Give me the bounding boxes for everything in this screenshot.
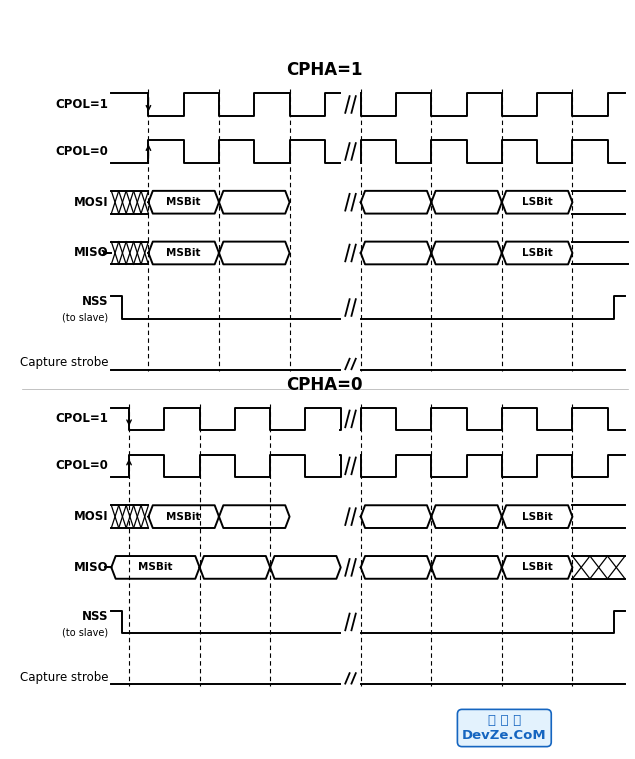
Text: CPOL=1: CPOL=1 — [55, 412, 108, 425]
Text: MOSI: MOSI — [74, 196, 108, 209]
Text: LSBit: LSBit — [522, 197, 552, 207]
Text: Capture strobe: Capture strobe — [20, 356, 108, 370]
Text: CPOL=1: CPOL=1 — [55, 98, 108, 111]
Text: LSBit: LSBit — [522, 562, 552, 572]
Text: (to slave): (to slave) — [62, 627, 108, 637]
Text: CPHA=0: CPHA=0 — [286, 376, 363, 394]
Text: CPOL=0: CPOL=0 — [55, 145, 108, 158]
Text: NSS: NSS — [82, 295, 108, 308]
Text: NSS: NSS — [82, 609, 108, 622]
Text: CPHA=1: CPHA=1 — [286, 61, 363, 80]
Text: LSBit: LSBit — [522, 512, 552, 521]
Text: MSBit: MSBit — [166, 197, 201, 207]
Text: CPOL=0: CPOL=0 — [55, 459, 108, 472]
Text: LSBit: LSBit — [522, 248, 552, 258]
Text: 开 发 者
DevZe.CoM: 开 发 者 DevZe.CoM — [462, 714, 547, 742]
Text: MSBit: MSBit — [166, 512, 201, 521]
Text: MSBit: MSBit — [166, 248, 201, 258]
Text: MOSI: MOSI — [74, 510, 108, 523]
Text: MISO: MISO — [74, 247, 108, 260]
Text: Capture strobe: Capture strobe — [20, 671, 108, 684]
Text: MSBit: MSBit — [138, 562, 173, 572]
Text: MISO: MISO — [74, 561, 108, 574]
Text: (to slave): (to slave) — [62, 313, 108, 323]
